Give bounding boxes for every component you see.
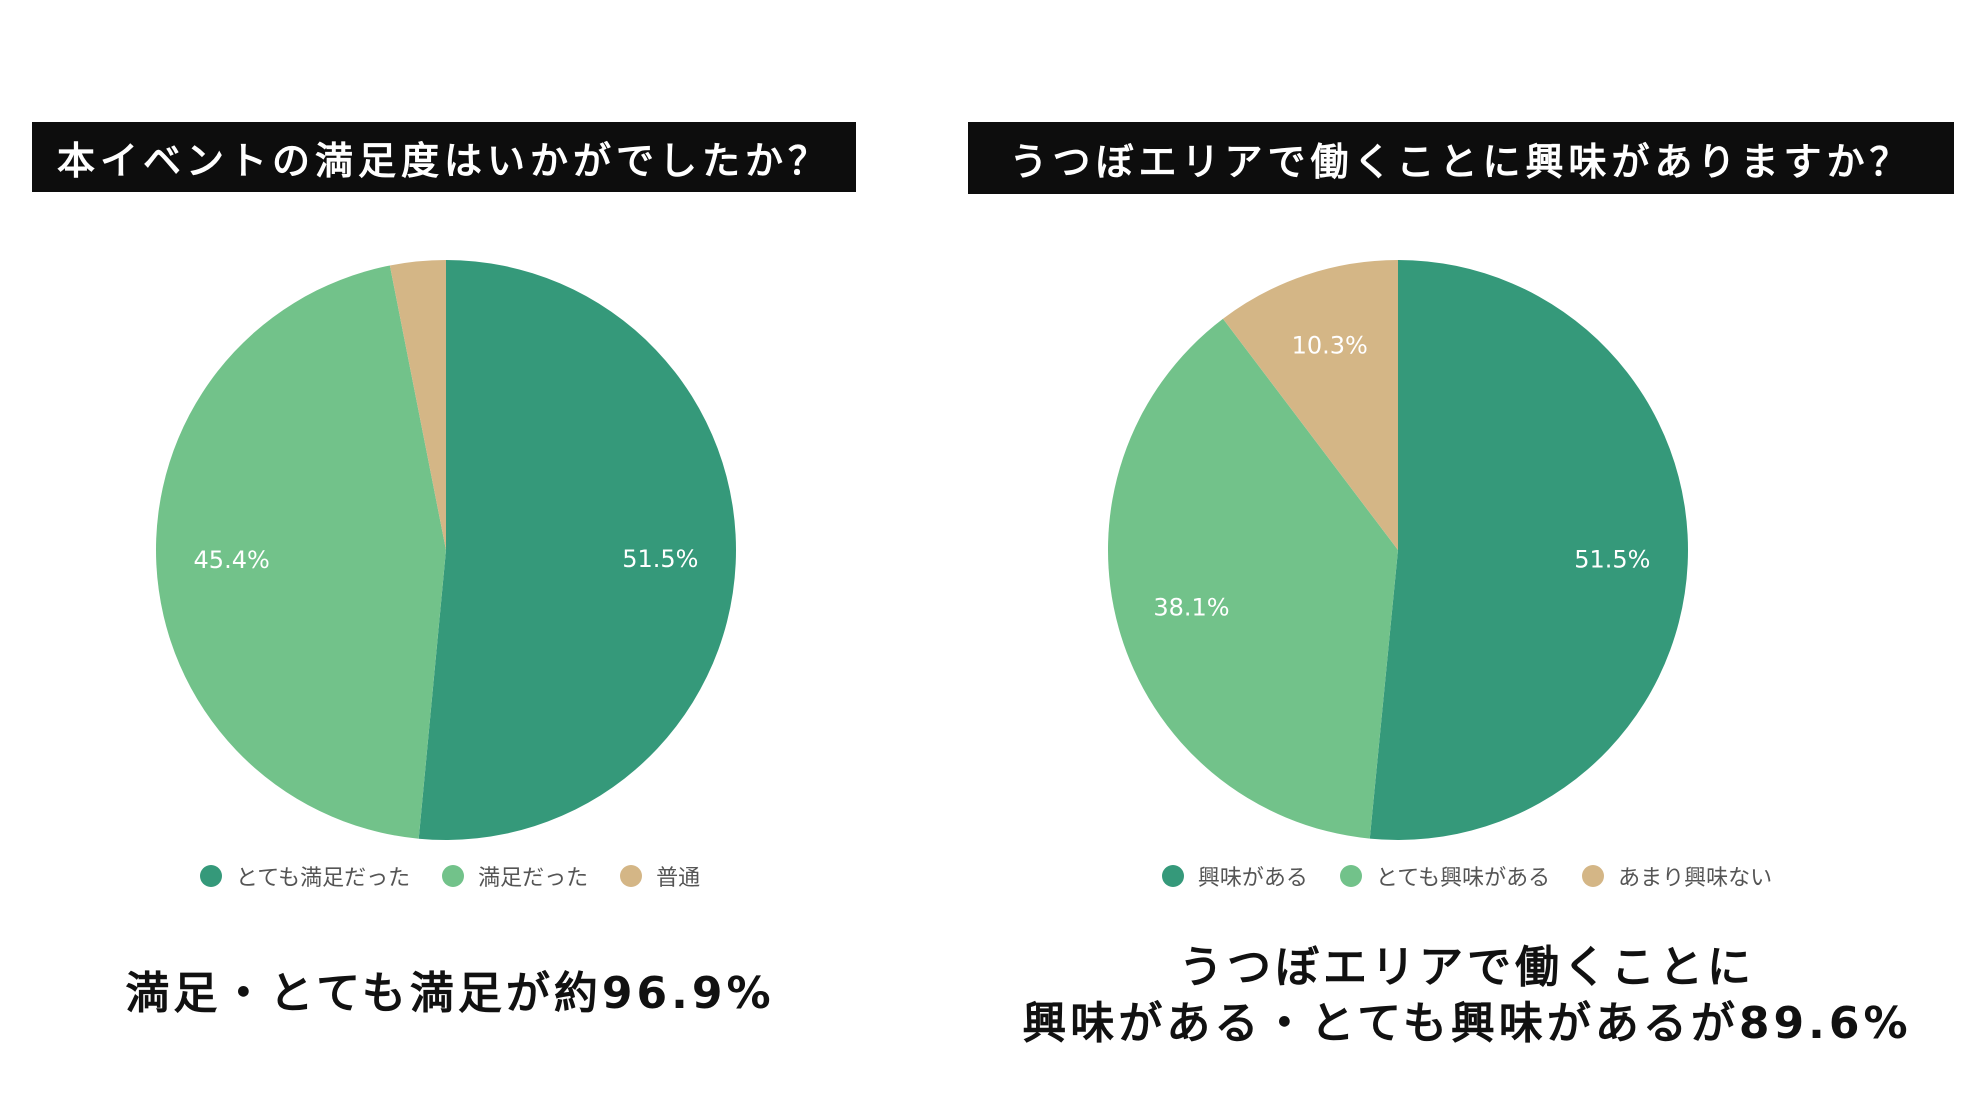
slice-data-label: 51.5% <box>1574 545 1650 573</box>
legend-label: 普通 <box>656 866 701 891</box>
legend-item: 普通 <box>620 860 700 892</box>
pie-slice-1 <box>1369 260 1688 840</box>
question-banner: 本イベントの満足度はいかがでしたか？ <box>32 122 856 192</box>
legend-label: 興味がある <box>1197 866 1308 891</box>
legend-label: とても満足だった <box>235 866 411 891</box>
chart-panel-interest: うつぼエリアで働くことに興味がありますか？ 51.5% 38.1% 10.3% 興味… <box>960 0 1974 1110</box>
legend-item: あまり興味ない <box>1582 860 1772 892</box>
pie-slice-1 <box>418 260 737 841</box>
pie-slice-2 <box>156 265 446 839</box>
pie-slice-2 <box>1108 318 1398 839</box>
pie-slice-3 <box>389 260 446 550</box>
pie-chart: 51.5% 38.1% 10.3% <box>1108 260 1688 840</box>
legend-item: 満足だった <box>442 860 588 892</box>
legend: 興味がある とても興味がある あまり興味ない <box>960 858 1974 894</box>
summary-line-1: 満足・とても満足が約96.9% <box>125 968 775 1019</box>
legend-swatch <box>1582 865 1605 887</box>
pie-slice-3 <box>1223 260 1398 550</box>
legend-label: とても興味がある <box>1375 866 1551 891</box>
summary-text: うつぼエリアで働くことに 興味がある・とても興味があるが89.6% <box>960 940 1974 1052</box>
summary-text: 満足・とても満足が約96.9% <box>0 966 900 1022</box>
legend-swatch <box>199 865 222 887</box>
legend-item: 興味がある <box>1161 860 1308 892</box>
legend-swatch <box>442 865 465 887</box>
slice-data-label: 10.3% <box>1292 332 1368 360</box>
legend-item: とても満足だった <box>199 860 411 892</box>
pie-chart: 51.5% 45.4% <box>156 260 737 841</box>
summary-line-1: うつぼエリアで働くことに <box>1179 942 1755 993</box>
legend-label: 満足だった <box>478 866 589 891</box>
legend: とても満足だった 満足だった 普通 <box>0 858 900 894</box>
question-banner: うつぼエリアで働くことに興味がありますか？ <box>968 122 1954 194</box>
legend-item: とても興味がある <box>1339 860 1551 892</box>
legend-label: あまり興味ない <box>1618 866 1773 891</box>
slice-data-label: 38.1% <box>1153 593 1229 621</box>
slice-data-label: 51.5% <box>622 545 698 573</box>
slice-data-label: 45.4% <box>194 546 270 574</box>
summary-line-2: 興味がある・とても興味があるが89.6% <box>1022 998 1912 1049</box>
legend-swatch <box>1161 865 1184 887</box>
legend-swatch <box>1339 865 1362 887</box>
chart-panel-satisfaction: 本イベントの満足度はいかがでしたか？ 51.5% 45.4% とても満足だった 満足… <box>0 0 900 1110</box>
legend-swatch <box>620 865 643 887</box>
